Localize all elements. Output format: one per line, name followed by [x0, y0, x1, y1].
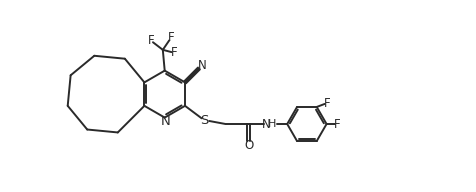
Text: F: F — [333, 118, 340, 131]
Text: F: F — [168, 31, 174, 44]
Text: N: N — [261, 118, 270, 131]
Text: F: F — [323, 97, 330, 110]
Text: F: F — [170, 46, 177, 59]
Text: N: N — [198, 59, 206, 72]
Text: S: S — [200, 114, 208, 127]
Text: N: N — [160, 115, 170, 128]
Text: O: O — [243, 139, 253, 152]
Text: F: F — [147, 34, 154, 47]
Text: H: H — [268, 119, 276, 129]
